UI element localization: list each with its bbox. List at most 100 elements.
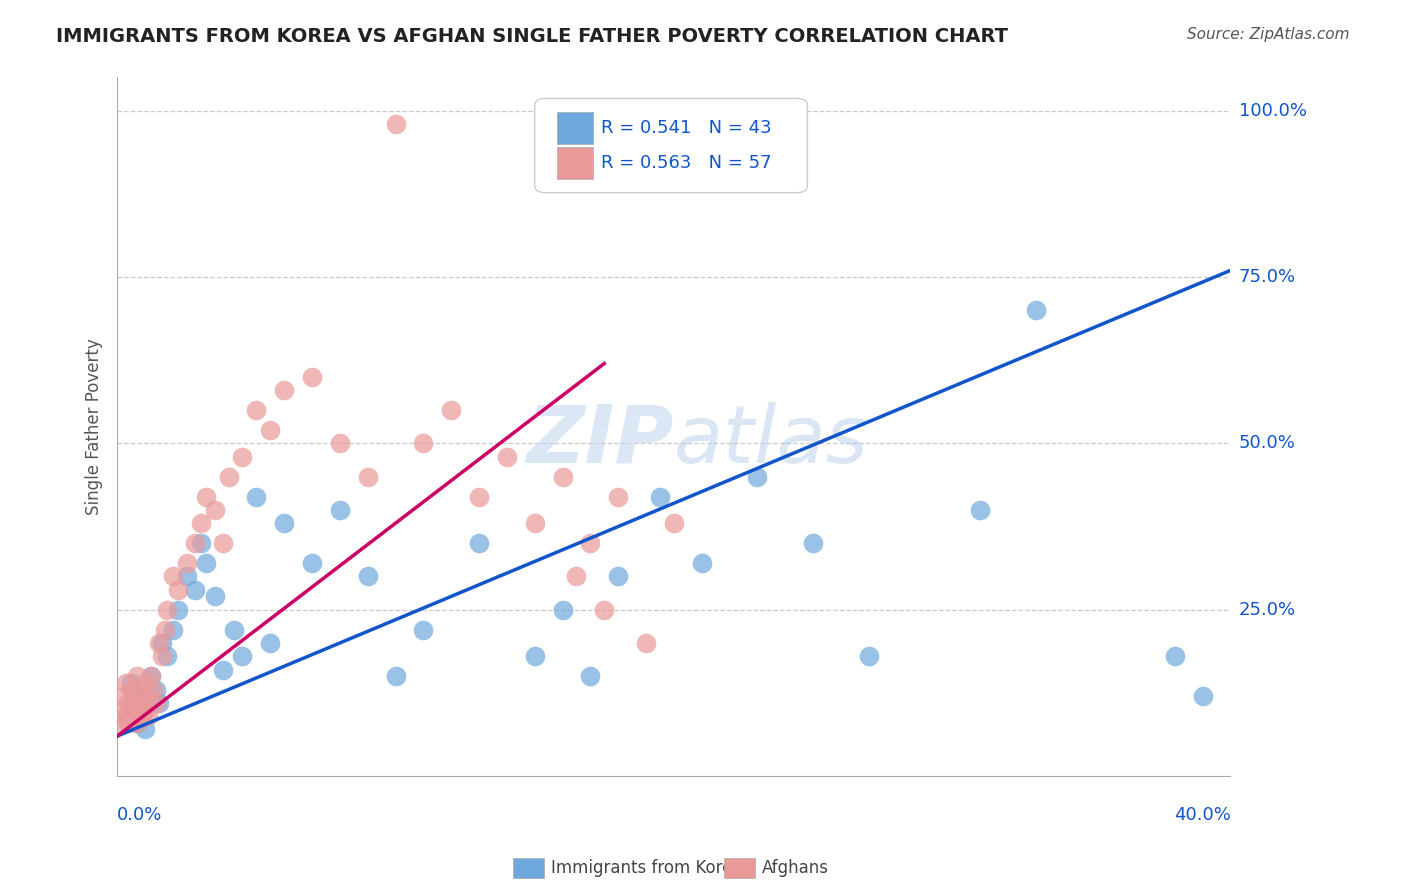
Point: [204, 590, 226, 604]
Text: 100.0%: 100.0%: [1239, 102, 1306, 120]
Point: [593, 603, 616, 617]
Point: [108, 715, 131, 730]
Point: [136, 709, 159, 723]
Point: [125, 715, 148, 730]
Point: [357, 469, 380, 483]
Point: [551, 469, 574, 483]
Text: 40.0%: 40.0%: [1174, 806, 1230, 824]
Point: [747, 469, 769, 483]
Text: R = 0.541   N = 43: R = 0.541 N = 43: [602, 119, 772, 136]
Point: [648, 490, 671, 504]
Point: [329, 503, 352, 517]
FancyBboxPatch shape: [534, 98, 807, 193]
Point: [1025, 303, 1047, 318]
Point: [120, 682, 142, 697]
Point: [117, 696, 139, 710]
Text: Immigrants from Korea: Immigrants from Korea: [551, 859, 742, 877]
Point: [150, 636, 173, 650]
Point: [156, 603, 179, 617]
Point: [145, 682, 167, 697]
Point: [111, 702, 134, 716]
Point: [134, 702, 156, 716]
Point: [222, 623, 245, 637]
Point: [162, 623, 184, 637]
Point: [204, 503, 226, 517]
Point: [301, 556, 323, 570]
Point: [125, 715, 148, 730]
Point: [153, 623, 176, 637]
FancyBboxPatch shape: [557, 112, 592, 144]
Point: [273, 383, 295, 397]
Point: [114, 709, 136, 723]
Point: [412, 436, 434, 450]
Point: [184, 582, 207, 597]
Point: [117, 715, 139, 730]
Point: [329, 436, 352, 450]
Point: [212, 536, 235, 550]
Point: [245, 403, 267, 417]
Point: [139, 669, 162, 683]
Point: [148, 636, 170, 650]
Point: [139, 669, 162, 683]
Point: [195, 490, 218, 504]
Point: [131, 709, 153, 723]
Point: [801, 536, 824, 550]
Point: [114, 676, 136, 690]
Point: [231, 649, 253, 664]
Point: [468, 536, 491, 550]
Point: [634, 636, 657, 650]
Point: [145, 696, 167, 710]
Point: [162, 569, 184, 583]
Point: [607, 490, 630, 504]
Point: [212, 663, 235, 677]
Point: [259, 423, 281, 437]
Point: [184, 536, 207, 550]
Point: [662, 516, 685, 531]
Point: [120, 676, 142, 690]
Point: [579, 669, 602, 683]
Point: [523, 516, 546, 531]
Point: [231, 450, 253, 464]
Point: [1164, 649, 1187, 664]
Y-axis label: Single Father Poverty: Single Father Poverty: [86, 338, 103, 515]
Point: [128, 702, 150, 716]
Point: [131, 696, 153, 710]
Text: Source: ZipAtlas.com: Source: ZipAtlas.com: [1187, 27, 1350, 42]
FancyBboxPatch shape: [557, 146, 592, 178]
Point: [142, 682, 165, 697]
Point: [412, 623, 434, 637]
Point: [136, 689, 159, 703]
Point: [579, 536, 602, 550]
Point: [167, 603, 190, 617]
Text: Afghans: Afghans: [762, 859, 830, 877]
Point: [150, 649, 173, 664]
Point: [301, 369, 323, 384]
Point: [156, 649, 179, 664]
Point: [218, 469, 240, 483]
Text: 75.0%: 75.0%: [1239, 268, 1296, 286]
Point: [190, 536, 212, 550]
Point: [120, 702, 142, 716]
Point: [122, 709, 145, 723]
Point: [128, 682, 150, 697]
Text: 0.0%: 0.0%: [117, 806, 163, 824]
Point: [1191, 689, 1213, 703]
Text: ZIP: ZIP: [526, 401, 673, 480]
Point: [690, 556, 713, 570]
Point: [190, 516, 212, 531]
Point: [523, 649, 546, 664]
Point: [111, 689, 134, 703]
Point: [176, 556, 198, 570]
Point: [440, 403, 463, 417]
Text: atlas: atlas: [673, 401, 869, 480]
Point: [134, 676, 156, 690]
Point: [148, 696, 170, 710]
Point: [384, 669, 406, 683]
Point: [565, 569, 588, 583]
Point: [858, 649, 880, 664]
Point: [259, 636, 281, 650]
Point: [384, 117, 406, 131]
Point: [131, 709, 153, 723]
Point: [122, 702, 145, 716]
Point: [134, 723, 156, 737]
